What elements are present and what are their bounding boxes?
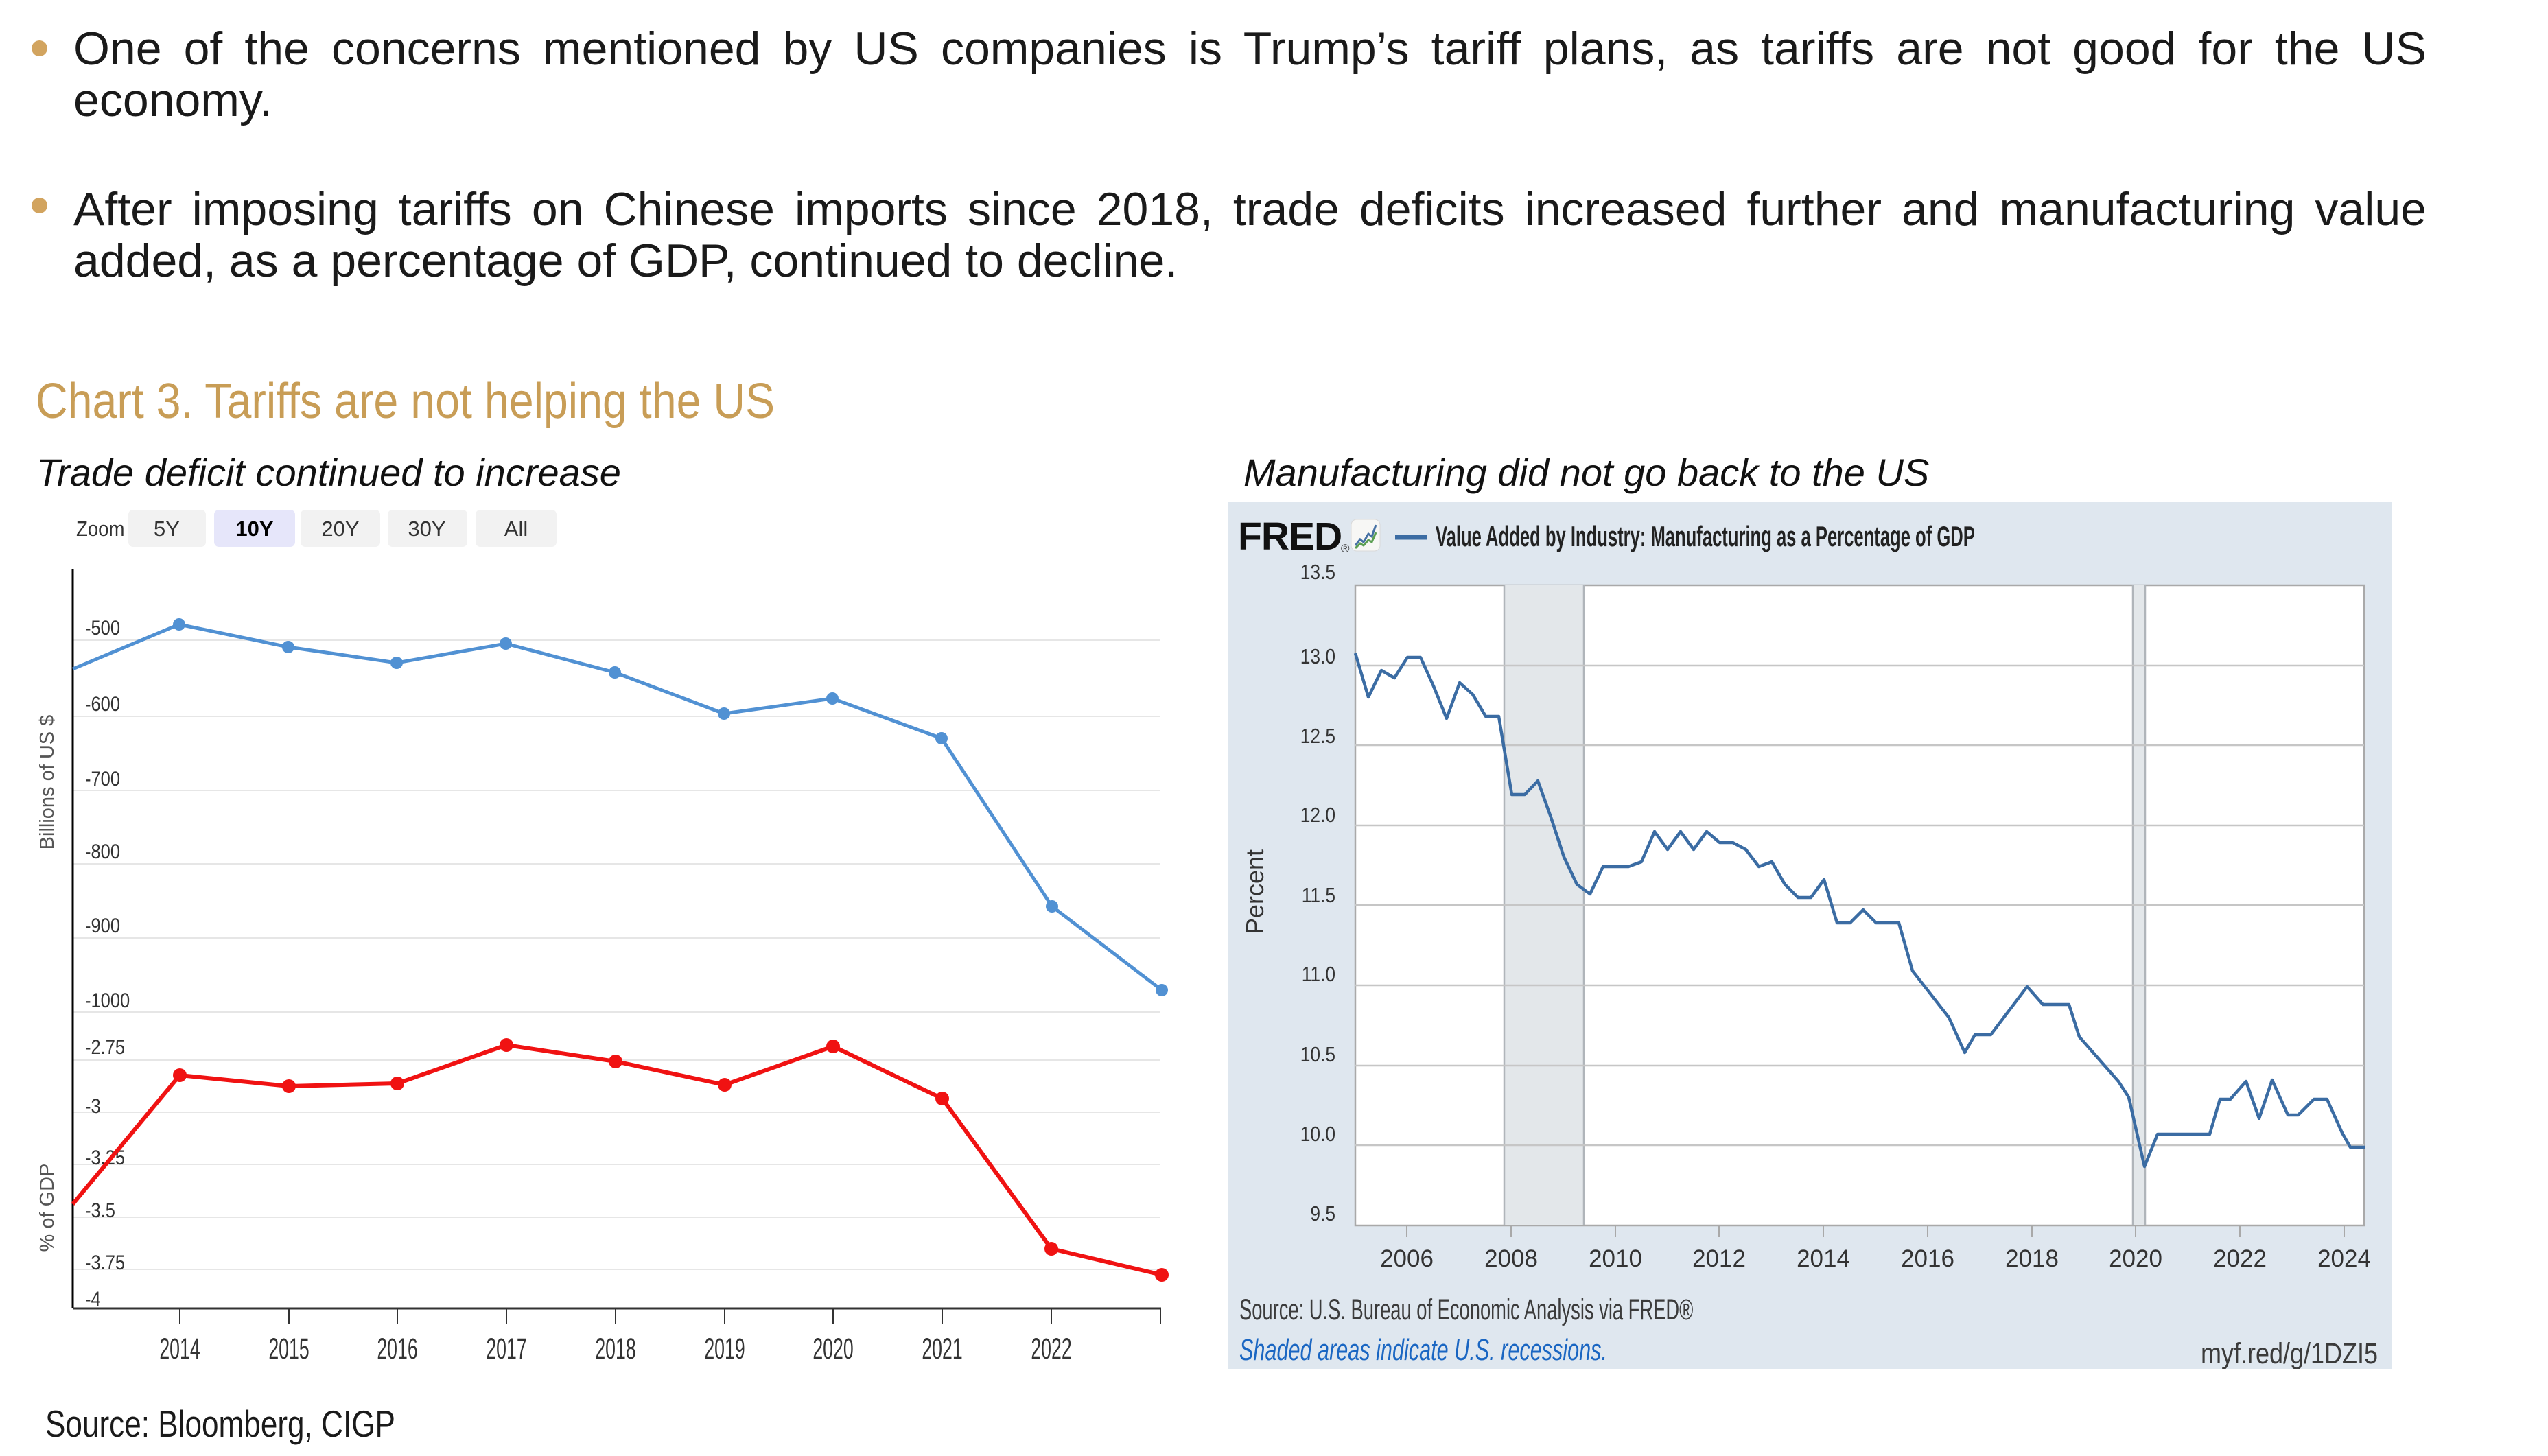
svg-text:2019: 2019 (704, 1332, 745, 1365)
svg-text:-600: -600 (85, 692, 120, 715)
svg-text:11.0: 11.0 (1302, 963, 1335, 986)
svg-text:All: All (504, 517, 528, 541)
svg-text:2022: 2022 (1031, 1332, 1071, 1365)
svg-text:2014: 2014 (1797, 1245, 1850, 1272)
svg-text:30Y: 30Y (408, 517, 445, 541)
svg-text:9.5: 9.5 (1310, 1202, 1335, 1225)
svg-text:2018: 2018 (595, 1332, 635, 1365)
svg-text:10.0: 10.0 (1300, 1123, 1335, 1146)
svg-text:12.0: 12.0 (1300, 803, 1335, 827)
svg-text:-3: -3 (85, 1094, 101, 1117)
svg-text:2012: 2012 (1692, 1245, 1746, 1272)
svg-text:Billions of US $: Billions of US $ (36, 715, 58, 850)
svg-text:2006: 2006 (1380, 1245, 1434, 1272)
svg-text:2008: 2008 (1484, 1245, 1538, 1272)
svg-text:2014: 2014 (159, 1332, 200, 1365)
svg-text:-3.75: -3.75 (85, 1251, 125, 1273)
svg-text:% of GDP: % of GDP (36, 1164, 58, 1252)
svg-text:FRED: FRED (1238, 515, 1342, 559)
svg-text:-2.75: -2.75 (85, 1035, 125, 1058)
svg-text:11.5: 11.5 (1302, 884, 1335, 907)
svg-text:Zoom: Zoom (76, 517, 124, 541)
svg-text:-4: -4 (85, 1287, 101, 1310)
svg-text:10Y: 10Y (235, 517, 273, 541)
svg-text:myf.red/g/1DZI5: myf.red/g/1DZI5 (2201, 1337, 2378, 1369)
svg-text:13.0: 13.0 (1300, 645, 1335, 668)
svg-text:2024: 2024 (2317, 1245, 2371, 1272)
svg-text:-800: -800 (85, 840, 120, 862)
svg-text:12.5: 12.5 (1300, 725, 1335, 748)
svg-text:2020: 2020 (813, 1332, 853, 1365)
svg-text:2016: 2016 (377, 1332, 417, 1365)
svg-text:-500: -500 (85, 616, 120, 639)
svg-text:20Y: 20Y (321, 517, 359, 541)
svg-text:2010: 2010 (1589, 1245, 1642, 1272)
svg-text:-3.5: -3.5 (85, 1199, 115, 1221)
svg-text:-900: -900 (85, 914, 120, 937)
svg-text:Percent: Percent (1241, 849, 1269, 935)
svg-text:2022: 2022 (2213, 1245, 2267, 1272)
svg-text:2018: 2018 (2005, 1245, 2059, 1272)
svg-text:Value Added by Industry: Manuf: Value Added by Industry: Manufacturing a… (1436, 521, 1975, 553)
svg-text:2020: 2020 (2109, 1245, 2162, 1272)
svg-text:13.5: 13.5 (1300, 561, 1335, 584)
svg-text:2016: 2016 (1901, 1245, 1954, 1272)
svg-text:-700: -700 (85, 767, 120, 790)
svg-text:®: ® (1341, 542, 1350, 555)
svg-text:2017: 2017 (486, 1332, 526, 1365)
svg-text:5Y: 5Y (154, 517, 180, 541)
svg-text:-1000: -1000 (85, 989, 130, 1011)
svg-text:Source: U.S. Bureau of Economi: Source: U.S. Bureau of Economic Analysis… (1239, 1293, 1693, 1326)
svg-text:10.5: 10.5 (1300, 1043, 1335, 1066)
svg-text:2015: 2015 (268, 1332, 309, 1365)
svg-text:2021: 2021 (922, 1332, 962, 1365)
svg-text:Shaded areas indicate U.S. rec: Shaded areas indicate U.S. recessions. (1239, 1334, 1607, 1367)
